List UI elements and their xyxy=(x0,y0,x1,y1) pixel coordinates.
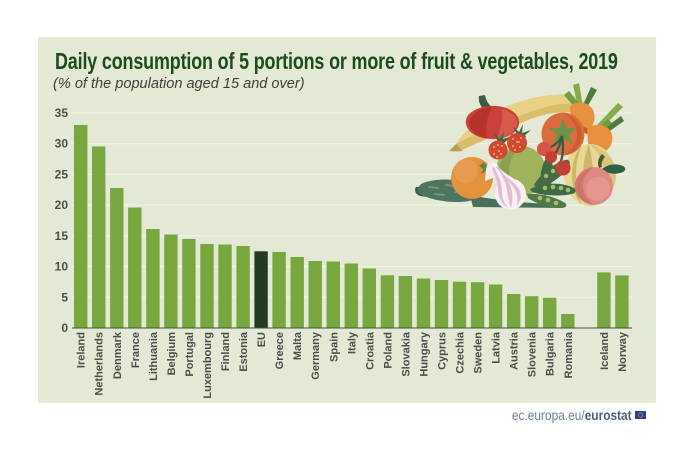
svg-text:Finland: Finland xyxy=(220,332,232,371)
svg-text:Slovenia: Slovenia xyxy=(527,331,539,377)
svg-text:0: 0 xyxy=(61,321,68,335)
svg-text:Czechia: Czechia xyxy=(455,331,467,373)
svg-text:France: France xyxy=(130,332,142,368)
svg-text:Italy: Italy xyxy=(346,331,358,354)
svg-text:25: 25 xyxy=(55,167,69,181)
svg-text:Ireland: Ireland xyxy=(76,332,88,368)
svg-text:Norway: Norway xyxy=(617,331,629,372)
svg-text:Croatia: Croatia xyxy=(364,331,376,370)
svg-text:Latvia: Latvia xyxy=(491,331,503,364)
svg-text:Austria: Austria xyxy=(509,331,521,370)
svg-text:30: 30 xyxy=(55,137,69,151)
svg-text:Poland: Poland xyxy=(382,332,394,369)
svg-text:20: 20 xyxy=(55,198,69,212)
svg-text:Cyprus: Cyprus xyxy=(437,332,449,370)
svg-text:Lithuania: Lithuania xyxy=(148,331,160,381)
svg-text:Romania: Romania xyxy=(563,331,575,378)
svg-text:Spain: Spain xyxy=(328,332,340,362)
svg-text:Luxembourg: Luxembourg xyxy=(202,332,214,399)
svg-text:EU: EU xyxy=(256,332,268,347)
svg-text:Estonia: Estonia xyxy=(238,331,250,372)
svg-text:Germany: Germany xyxy=(310,331,322,380)
svg-text:35: 35 xyxy=(55,106,69,120)
svg-text:5: 5 xyxy=(61,290,68,304)
svg-text:10: 10 xyxy=(55,260,69,274)
svg-text:Greece: Greece xyxy=(274,332,286,369)
svg-text:Slovakia: Slovakia xyxy=(400,331,412,377)
svg-text:Bulgaria: Bulgaria xyxy=(545,331,557,376)
svg-text:Iceland: Iceland xyxy=(599,332,611,370)
svg-text:Denmark: Denmark xyxy=(112,331,124,379)
svg-text:Malta: Malta xyxy=(292,331,304,360)
svg-text:Portugal: Portugal xyxy=(184,332,196,377)
svg-text:Netherlands: Netherlands xyxy=(94,332,106,396)
svg-text:Sweden: Sweden xyxy=(473,332,485,374)
svg-text:15: 15 xyxy=(55,229,69,243)
svg-text:Belgium: Belgium xyxy=(166,332,178,376)
svg-text:Hungary: Hungary xyxy=(419,331,431,377)
